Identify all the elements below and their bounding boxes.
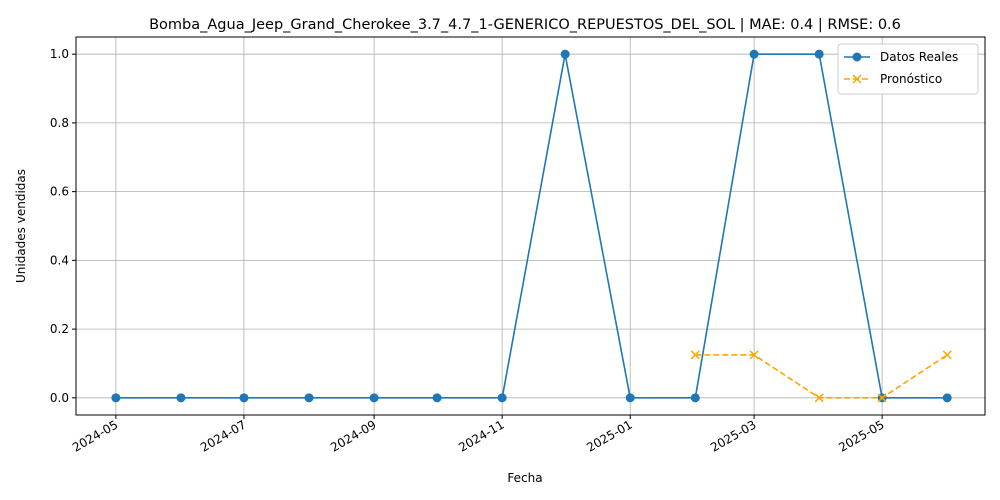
legend-box <box>837 43 979 95</box>
y-tick-label: 1.0 <box>50 47 69 61</box>
data-point <box>304 393 314 403</box>
x-tick-label: 2025-05 <box>836 417 886 454</box>
data-point <box>369 393 379 403</box>
data-point <box>942 393 952 403</box>
legend-label: Datos Reales <box>880 50 958 64</box>
series-actual <box>111 49 952 403</box>
x-tick-label: 2024-07 <box>198 417 248 454</box>
data-point <box>749 49 759 59</box>
series-layer <box>111 49 952 403</box>
data-point <box>176 393 186 403</box>
data-point <box>111 393 121 403</box>
series-line <box>695 354 948 399</box>
x-axis-label: Fecha <box>507 471 542 485</box>
x-tick-label: 2024-05 <box>70 417 120 454</box>
chart-title: Bomba_Agua_Jeep_Grand_Cherokee_3.7_4.7_1… <box>149 17 901 33</box>
data-point <box>877 393 887 403</box>
y-axis-label: Unidades vendidas <box>14 169 28 283</box>
data-point <box>497 393 507 403</box>
ticks: 0.0 0.2 0.4 0.6 0.8 1.0 2024-05 2024-07 2024-09 2… <box>50 47 887 454</box>
y-tick-label: 0.8 <box>50 116 69 130</box>
legend-marker <box>852 52 862 62</box>
legend: Datos Reales Pronóstico <box>837 43 979 95</box>
legend-item: Pronóstico <box>844 72 942 86</box>
x-tick-label: 2025-03 <box>708 417 758 454</box>
y-tick-label: 0.4 <box>50 253 69 267</box>
y-tick-label: 0.0 <box>50 391 69 405</box>
data-point <box>749 350 759 360</box>
grid <box>76 37 985 415</box>
data-point <box>690 393 700 403</box>
x-tick-label: 2024-09 <box>328 417 378 454</box>
legend-item: Datos Reales <box>844 50 958 64</box>
legend-label: Pronóstico <box>880 72 942 86</box>
data-point <box>625 393 635 403</box>
data-point <box>239 393 249 403</box>
series-forecast <box>690 350 952 403</box>
data-point <box>814 393 824 403</box>
x-tick-label: 2025-01 <box>584 417 634 454</box>
plot-frame <box>75 36 986 416</box>
data-point <box>432 393 442 403</box>
y-tick-label: 0.2 <box>50 322 69 336</box>
data-point <box>560 49 570 59</box>
data-point <box>814 49 824 59</box>
x-tick-label: 2024-11 <box>456 417 506 454</box>
series-line <box>115 53 948 399</box>
y-tick-label: 0.6 <box>50 185 69 199</box>
data-point <box>690 350 700 360</box>
data-point <box>942 350 952 360</box>
